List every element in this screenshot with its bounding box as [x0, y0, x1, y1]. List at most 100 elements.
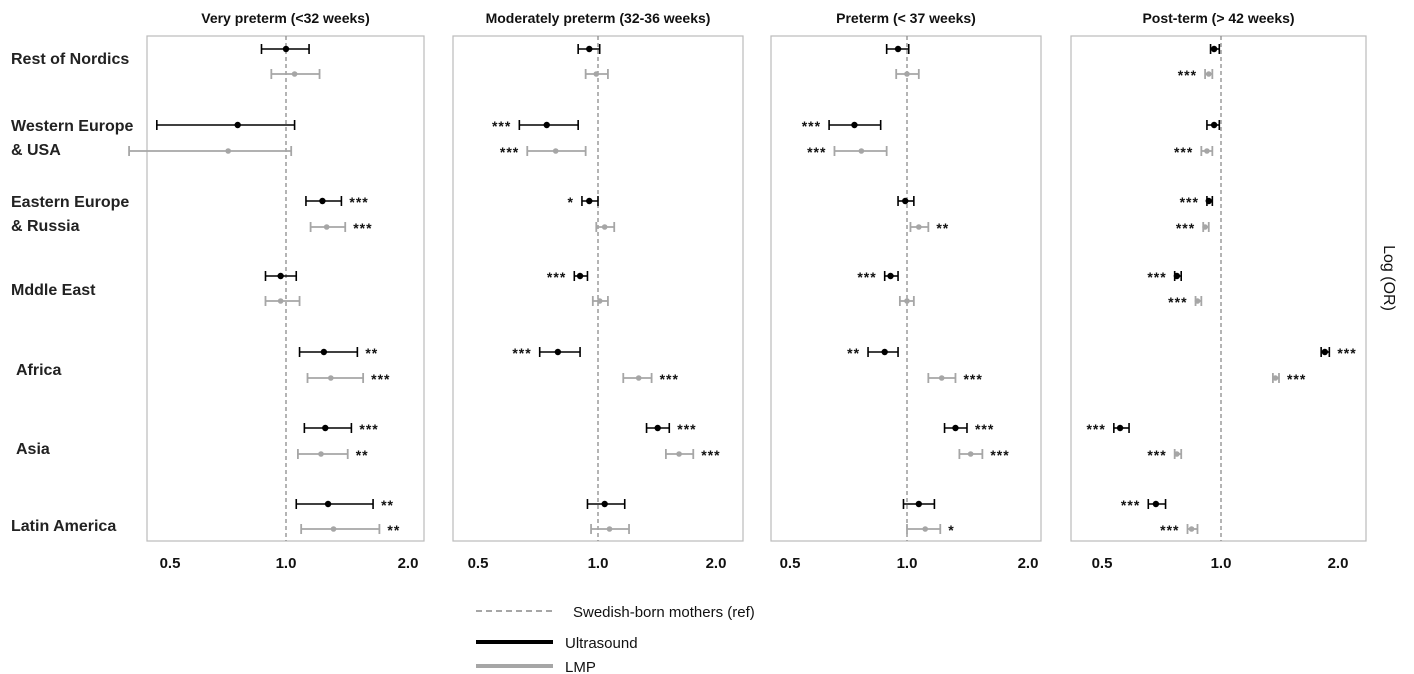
- ultrasound-point: [1210, 45, 1218, 53]
- legend-label: Ultrasound: [565, 635, 638, 652]
- ultrasound-point: [1173, 272, 1181, 280]
- row-label: Eastern Europe: [11, 194, 129, 211]
- significance-label: ***: [1121, 497, 1140, 513]
- lmp-point: [922, 526, 929, 532]
- significance-label: **: [936, 220, 949, 236]
- chart-panel: Moderately preterm (32-36 weeks) 0.5 1.0 2.…: [452, 10, 744, 572]
- lmp-point: [1205, 71, 1212, 77]
- row-label: Western Europe: [11, 118, 134, 135]
- significance-label: ***: [990, 447, 1009, 463]
- lmp-point: [323, 224, 330, 230]
- x-tick-label: 0.5: [468, 555, 489, 572]
- row-label: Asia: [16, 441, 50, 458]
- significance-label: ***: [807, 144, 826, 160]
- legend-label: Swedish-born mothers (ref): [573, 604, 755, 621]
- ultrasound-point: [277, 272, 284, 280]
- row-label: Mddle East: [11, 282, 96, 299]
- significance-label: ***: [371, 371, 390, 387]
- significance-label: ***: [1086, 421, 1105, 437]
- significance-label: ***: [1176, 220, 1195, 236]
- ultrasound-point: [282, 45, 290, 53]
- lmp-point: [277, 298, 284, 304]
- x-tick-label: 1.0: [1211, 555, 1232, 572]
- significance-label: ***: [1168, 294, 1187, 310]
- significance-label: ***: [500, 144, 519, 160]
- significance-label: **: [381, 497, 394, 513]
- legend-label: LMP: [565, 659, 596, 674]
- ultrasound-point: [887, 272, 894, 280]
- significance-label: **: [847, 345, 860, 361]
- lmp-point: [676, 451, 682, 457]
- significance-label: ***: [1147, 447, 1166, 463]
- significance-label: ***: [1178, 67, 1197, 83]
- panel-title: Very preterm (<32 weeks): [201, 10, 370, 26]
- x-tick-label: 1.0: [276, 555, 297, 572]
- row-label: & USA: [11, 142, 61, 159]
- chart-panels: Very preterm (<32 weeks)0.5 1.0 2.0*******…: [128, 10, 1367, 572]
- ultrasound-point: [851, 121, 858, 129]
- lmp-point: [967, 451, 974, 457]
- chart-panel: Very preterm (<32 weeks)0.5 1.0 2.0*******…: [128, 10, 425, 572]
- ultrasound-point: [576, 272, 584, 280]
- lmp-point: [318, 451, 324, 457]
- lmp-point: [330, 526, 337, 532]
- ultrasound-point: [320, 348, 328, 356]
- ultrasound-point: [543, 121, 550, 129]
- row-label: & Russia: [11, 218, 80, 235]
- significance-label: ***: [677, 421, 696, 437]
- panel-title: Preterm (< 37 weeks): [836, 10, 976, 26]
- significance-label: ***: [975, 421, 994, 437]
- significance-label: ***: [547, 269, 566, 285]
- ultrasound-point: [894, 45, 902, 53]
- ultrasound-point: [952, 424, 959, 432]
- ultrasound-point: [601, 500, 608, 508]
- x-tick-label: 1.0: [588, 555, 609, 572]
- x-tick-label: 2.0: [1328, 555, 1349, 572]
- significance-label: ***: [857, 269, 876, 285]
- ultrasound-point: [902, 197, 909, 205]
- significance-label: **: [387, 522, 400, 538]
- ultrasound-point: [554, 348, 562, 356]
- lmp-point: [593, 71, 600, 77]
- significance-label: ***: [1337, 345, 1356, 361]
- panel-frame: [770, 35, 1042, 542]
- row-label: Rest of Nordics: [11, 51, 129, 68]
- x-tick-label: 2.0: [706, 555, 727, 572]
- lmp-point: [328, 375, 334, 381]
- ultrasound-point: [881, 348, 888, 356]
- significance-label: ***: [349, 194, 368, 210]
- chart-panel: Preterm (< 37 weeks)0.5 1.0 2.0***********…: [770, 10, 1042, 572]
- x-tick-label: 1.0: [897, 555, 918, 572]
- lmp-point: [1174, 451, 1180, 457]
- significance-label: **: [356, 447, 369, 463]
- ultrasound-point: [234, 121, 241, 129]
- ultrasound-point: [324, 500, 332, 508]
- ultrasound-point: [915, 500, 923, 508]
- lmp-point: [916, 224, 922, 230]
- significance-label: ***: [1147, 269, 1166, 285]
- panel-frame: [1070, 35, 1367, 542]
- significance-label: *: [948, 522, 954, 538]
- row-label: Latin America: [11, 518, 116, 535]
- lmp-point: [635, 375, 642, 381]
- y-axis-label: Log (OR): [1380, 245, 1397, 311]
- ultrasound-point: [319, 197, 326, 205]
- significance-label: ***: [701, 447, 720, 463]
- significance-label: ***: [353, 220, 372, 236]
- lmp-point: [1188, 526, 1195, 532]
- significance-label: ***: [963, 371, 982, 387]
- ultrasound-point: [322, 424, 329, 432]
- significance-label: ***: [1180, 194, 1199, 210]
- ultrasound-point: [654, 424, 661, 432]
- significance-label: ***: [1287, 371, 1306, 387]
- significance-label: ***: [359, 421, 378, 437]
- x-tick-label: 2.0: [1018, 555, 1039, 572]
- lmp-point: [938, 375, 945, 381]
- significance-label: ***: [802, 118, 821, 134]
- lmp-point: [1194, 298, 1201, 304]
- x-tick-label: 0.5: [780, 555, 801, 572]
- x-tick-label: 0.5: [160, 555, 181, 572]
- lmp-point: [601, 224, 608, 230]
- significance-label: ***: [492, 118, 511, 134]
- panel-title: Post-term (> 42 weeks): [1142, 10, 1294, 26]
